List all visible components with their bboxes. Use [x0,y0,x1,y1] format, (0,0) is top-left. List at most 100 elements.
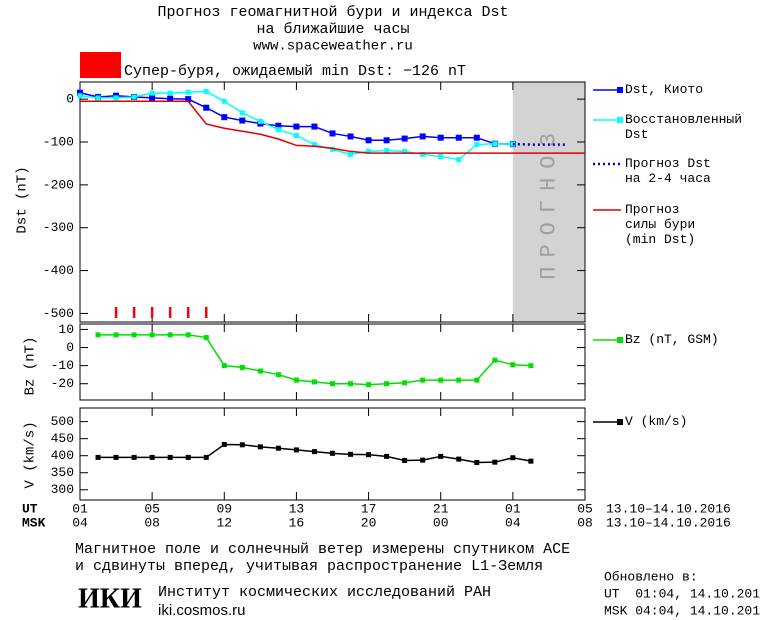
legend-label: Прогноз Dst на 2-4 часа [625,156,711,186]
marker [203,335,209,341]
marker [330,381,335,387]
x2-axis-label: MSK [22,515,46,530]
marker [185,454,191,460]
marker [419,133,426,140]
legend-swatch [593,117,623,123]
plot-frame [79,323,586,401]
marker [149,94,156,101]
y-tick-label: 0 [66,340,74,355]
marker [95,454,101,460]
marker [131,454,137,460]
marker [113,332,119,338]
legend-marker [617,337,623,343]
x2-tick-label: 12 [216,515,232,530]
marker [383,137,390,144]
y-tick-label: -500 [43,306,74,321]
x-tick-label: 01 [72,501,88,516]
marker [167,454,173,460]
series-line [80,100,585,154]
marker [474,460,480,466]
marker [330,450,335,456]
y-tick-label: 300 [51,482,74,497]
y-tick-label: -200 [43,177,74,192]
marker [185,332,191,338]
marker [384,381,390,387]
marker [384,453,390,459]
forecast-label: ПРОГНОЗ [537,124,562,279]
x2-date-label: 13.10–14.10.2016 [606,515,731,530]
marker [221,441,227,447]
marker [221,114,228,121]
x-tick-label: 17 [361,501,377,516]
marker [113,454,119,460]
marker [492,459,498,465]
legend-marker [617,87,623,93]
marker [456,377,462,383]
legend-swatch [593,162,621,166]
y-tick-label: 450 [51,431,74,446]
updated-time: MSK 04:04, 14.10.2016 [604,603,760,618]
marker [221,98,227,104]
marker [203,454,209,460]
marker [492,141,498,147]
marker [203,88,209,94]
marker [348,151,354,157]
marker [149,454,155,460]
marker [492,357,498,363]
marker [293,123,300,130]
updated-time: UT 01:04, 14.10.2016 [604,586,760,601]
y-tick-label: -100 [43,134,74,149]
marker [402,380,408,386]
marker [438,453,444,459]
marker [420,151,426,157]
legend-marker [617,117,623,123]
x2-tick-label: 00 [433,515,449,530]
y-tick-label: 400 [51,448,74,463]
marker [366,452,372,458]
x2-tick-label: 20 [361,515,377,530]
marker [438,154,444,160]
marker [95,332,101,338]
marker [149,90,155,96]
marker [329,130,336,137]
y-tick-label: -400 [43,263,74,278]
marker [510,362,516,368]
marker [239,442,245,448]
marker [528,458,534,464]
marker [455,134,462,141]
x-tick-label: 13 [289,501,305,516]
legend-swatch [593,87,623,93]
y-tick-label: 350 [51,465,74,480]
marker [275,445,281,451]
marker [77,93,83,99]
note: и сдвинуты вперед, учитывая распростране… [75,558,543,575]
marker [474,377,480,383]
marker [366,148,372,154]
x-tick-label: 05 [577,501,593,516]
legend-swatch [593,419,623,425]
legend-swatch [593,337,623,343]
marker [293,133,299,139]
subtitle: на ближайшие часы [256,21,409,38]
marker [275,122,282,129]
marker [366,382,372,388]
site: iki.cosmos.ru [158,602,246,619]
marker [438,377,444,383]
marker [348,451,354,457]
legend-label: Прогноз силы бури (min Dst) [625,202,696,247]
marker [257,118,263,124]
marker [293,377,299,383]
marker [185,89,191,95]
marker [311,123,318,130]
x2-tick-label: 08 [577,515,593,530]
marker [311,449,317,455]
y-tick-label: -300 [43,220,74,235]
marker [402,148,408,154]
forecast-region [512,82,585,322]
x2-tick-label: 04 [505,515,521,530]
legend-label: Восстановленный Dst [625,112,743,142]
y-tick-label: -10 [51,358,74,373]
marker [474,142,480,148]
